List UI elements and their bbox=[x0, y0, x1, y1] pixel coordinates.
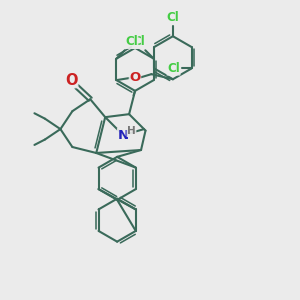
Text: H: H bbox=[127, 127, 136, 136]
Text: O: O bbox=[129, 71, 141, 84]
Text: N: N bbox=[118, 129, 129, 142]
Text: Cl: Cl bbox=[167, 62, 180, 75]
Text: Cl: Cl bbox=[167, 11, 179, 24]
Text: O: O bbox=[65, 73, 78, 88]
Text: Cl: Cl bbox=[132, 35, 145, 48]
Text: Cl: Cl bbox=[125, 35, 138, 48]
